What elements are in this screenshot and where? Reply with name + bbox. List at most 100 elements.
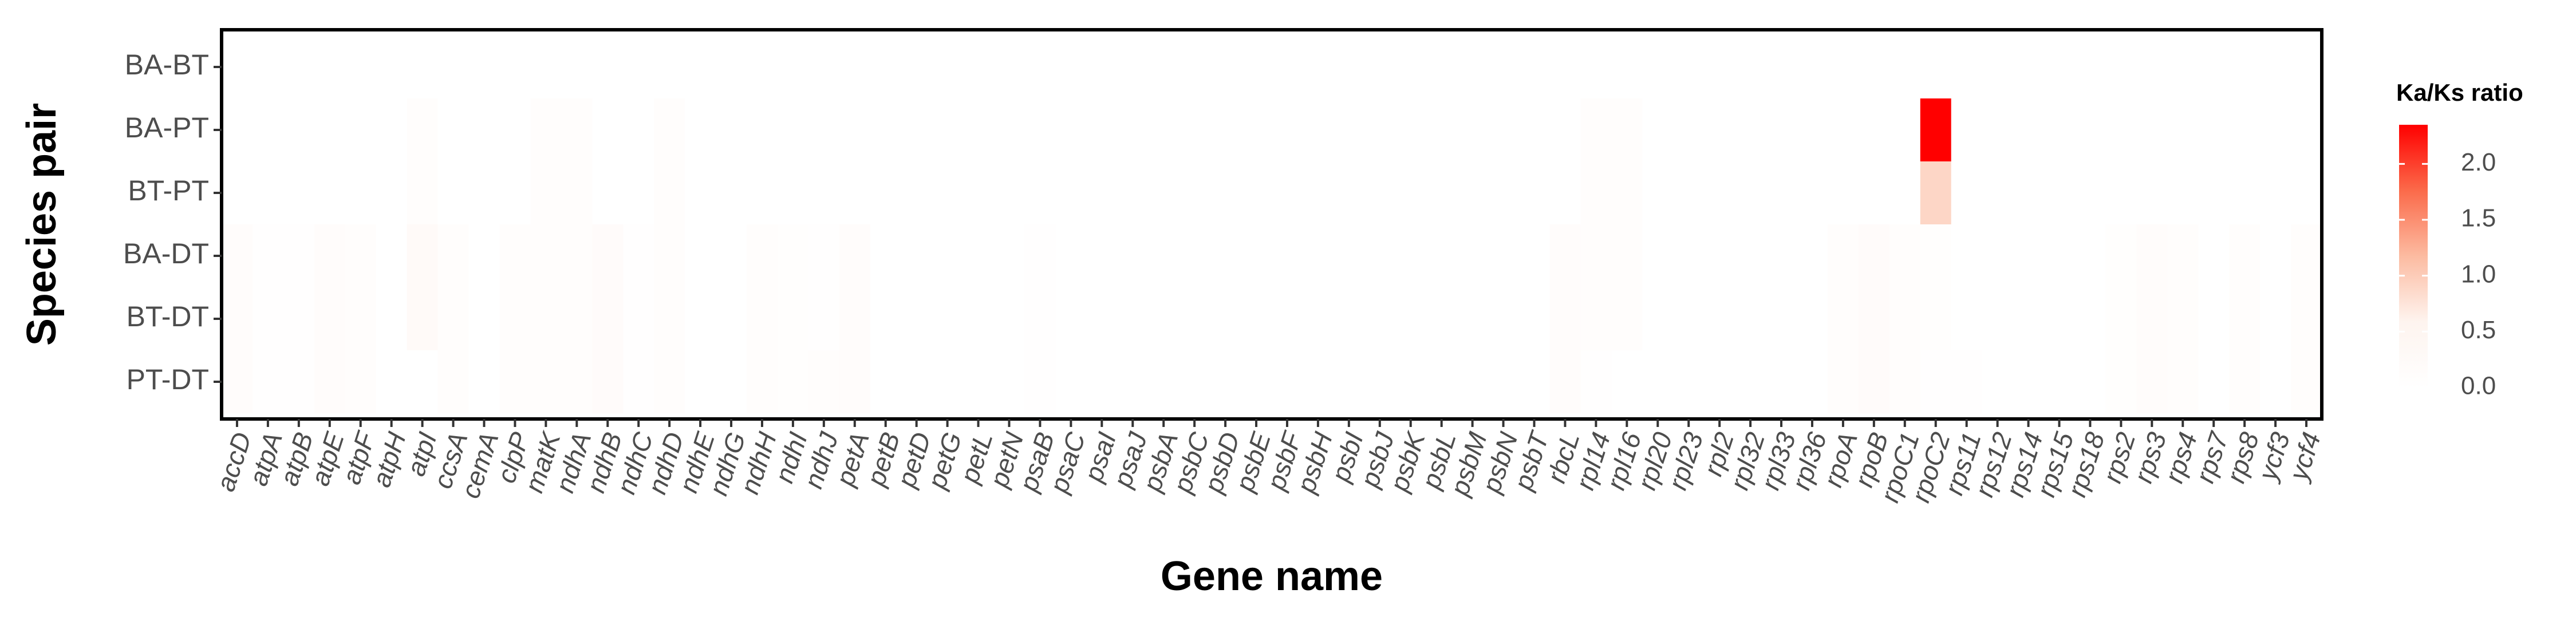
heatmap-cell [685, 35, 716, 99]
heatmap-cell [1395, 98, 1427, 162]
heatmap-cell [314, 98, 346, 162]
heatmap-cell [870, 98, 902, 162]
heatmap-cell [1982, 224, 2014, 288]
heatmap-cell [283, 98, 315, 162]
heatmap-cell [1920, 224, 1952, 288]
heatmap-cell [1148, 287, 1179, 351]
heatmap-cell [499, 161, 531, 225]
heatmap-cell [1302, 287, 1334, 351]
heatmap-cell [314, 161, 346, 225]
heatmap-cell [1611, 161, 1643, 225]
x-axis-title: Gene name [1161, 553, 1383, 599]
heatmap-cell [1333, 350, 1365, 414]
heatmap-cell [1024, 350, 1056, 414]
heatmap-cell [2167, 224, 2199, 288]
heatmap-cell [1673, 287, 1705, 351]
heatmap-cell [437, 161, 470, 225]
heatmap-cell [1797, 35, 1828, 99]
heatmap-cell [252, 161, 284, 225]
heatmap-cell [376, 35, 408, 99]
heatmap-cell [2260, 224, 2291, 288]
heatmap-cell [1024, 98, 1056, 162]
heatmap-cell [623, 161, 654, 225]
heatmap-cell [1766, 350, 1797, 414]
heatmap-cell [1272, 35, 1303, 99]
heatmap-cell [777, 224, 809, 288]
heatmap-cell [1055, 287, 1087, 351]
heatmap-cell [839, 35, 871, 99]
heatmap-cell [2260, 287, 2291, 351]
heatmap-cell [1395, 350, 1427, 414]
heatmap-cell [592, 224, 624, 288]
heatmap-cell [1426, 287, 1458, 351]
heatmap-cell [1333, 224, 1365, 288]
heatmap-cell [685, 287, 716, 351]
heatmap-cell [1735, 98, 1766, 162]
heatmap-cell [499, 287, 531, 351]
heatmap-cell [2198, 350, 2230, 414]
heatmap-cell [685, 350, 716, 414]
heatmap-cell [1302, 224, 1334, 288]
heatmap-cell [962, 350, 995, 414]
heatmap-cell [1735, 224, 1766, 288]
heatmap-cell [2013, 98, 2045, 162]
y-tick-label: BT-PT [128, 175, 209, 207]
heatmap-cell [962, 287, 995, 351]
heatmap-cell [2136, 98, 2168, 162]
heatmap-cell [1951, 161, 1983, 225]
heatmap-cell [1210, 98, 1241, 162]
heatmap-cell [932, 287, 964, 351]
heatmap-cell [1951, 287, 1983, 351]
heatmap-cell [2229, 161, 2261, 225]
y-tick-label: BA-DT [123, 238, 209, 270]
heatmap-cell [1735, 161, 1766, 225]
heatmap-cell [499, 350, 531, 414]
heatmap-cell [2229, 350, 2261, 414]
heatmap-cell [1364, 287, 1396, 351]
heatmap-cell [1024, 224, 1056, 288]
heatmap-cell [1858, 224, 1890, 288]
heatmap-cell [1766, 161, 1797, 225]
heatmap-cell [2013, 224, 2045, 288]
heatmap-cell [1364, 224, 1396, 288]
heatmap-cell [2074, 161, 2106, 225]
heatmap-cell [1827, 287, 1859, 351]
heatmap-cell [1364, 35, 1396, 99]
heatmap-cell [1241, 350, 1272, 414]
heatmap-cell [2105, 287, 2137, 351]
heatmap-cell [1117, 287, 1149, 351]
heatmap-cell [1426, 161, 1458, 225]
heatmap-cell [437, 35, 470, 99]
heatmap-cell [1642, 35, 1674, 99]
heatmap-cell [1766, 224, 1797, 288]
heatmap-cell [623, 98, 654, 162]
heatmap-cell [530, 35, 562, 99]
heatmap-cell [1426, 35, 1458, 99]
heatmap-cell [1272, 224, 1303, 288]
heatmap-cell [1673, 224, 1705, 288]
heatmap-cell [777, 161, 809, 225]
heatmap-cell [1395, 35, 1427, 99]
heatmap-cell [1889, 224, 1921, 288]
heatmap-cell [283, 224, 315, 288]
colorbar [2399, 125, 2428, 387]
heatmap-cell [2044, 35, 2075, 99]
heatmap-cell [1117, 350, 1149, 414]
heatmap-cell [716, 287, 747, 351]
heatmap-cell [2167, 350, 2199, 414]
heatmap-cell [2198, 98, 2230, 162]
heatmap-cell [2291, 224, 2322, 288]
heatmap-cell [2074, 98, 2106, 162]
heatmap-cell [2198, 35, 2230, 99]
colorbar-tick-label: 0.5 [2461, 316, 2496, 344]
heatmap-cell [1611, 224, 1643, 288]
heatmap-cell [962, 98, 995, 162]
heatmap-cell [1457, 161, 1489, 225]
heatmap-cell [1241, 161, 1272, 225]
heatmap-cell [1395, 161, 1427, 225]
heatmap-cell [592, 35, 624, 99]
heatmap-cell [1889, 35, 1921, 99]
heatmap-cell [1518, 287, 1550, 351]
heatmap-cell [1210, 224, 1241, 288]
heatmap-cell [623, 350, 654, 414]
